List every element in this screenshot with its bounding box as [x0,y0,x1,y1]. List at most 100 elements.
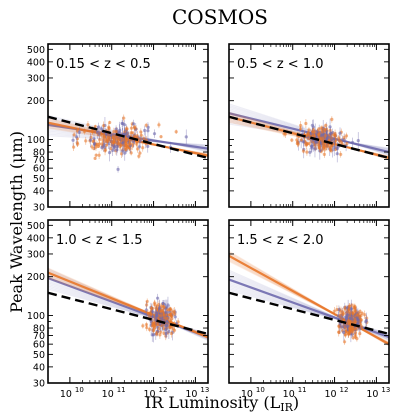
data-point [107,151,112,155]
panel-frame [228,43,390,208]
data-point [94,153,98,157]
data-point [146,144,150,148]
data-point [167,329,171,334]
data-point [359,318,363,322]
y-tick-label: 70 [33,155,45,166]
data-point [341,312,345,317]
x-tick-label: 10 [144,389,156,400]
orange-fit-bundle [48,267,208,340]
data-point [72,133,76,137]
data-point [71,138,75,142]
y-tick-label: 400 [27,233,45,244]
x-tick-exponent: 12 [340,386,349,394]
data-point [322,152,326,156]
data-point [100,145,104,150]
data-point [364,318,369,323]
data-point [350,140,355,145]
data-point [168,319,172,323]
data-point [97,125,101,129]
data-point [352,310,356,314]
data-point [97,153,101,157]
figure-title: COSMOS [172,5,268,29]
data-point [323,128,327,132]
data-point [150,333,154,337]
data-point [172,309,176,314]
data-point [97,142,102,146]
data-point [348,326,352,330]
data-point [337,324,341,328]
data-point [103,148,107,152]
panel-frame [228,219,390,384]
data-point [131,122,136,126]
data-point [353,335,358,339]
data-point [93,141,97,146]
x-tick-exponent: 11 [298,386,307,394]
data-point [145,299,149,304]
data-point [102,124,106,128]
data-point [328,125,332,129]
panel-plot-area [229,103,389,163]
data-point [164,310,168,314]
y-tick-label: 50 [33,350,45,361]
data-point [146,312,150,316]
y-tick-label: 30 [33,379,45,390]
x-tick-exponent: 10 [75,386,84,394]
data-point [141,146,145,150]
data-point [139,133,143,137]
data-point [329,149,333,153]
data-point [321,145,325,149]
data-point [342,135,346,140]
panel-2: 0.5 < z < 1.0 [228,43,390,208]
x-axis-label-main: IR Luminosity (L [145,393,281,412]
data-point [308,150,312,154]
data-point [92,146,96,151]
data-point [174,130,178,134]
data-point [346,324,350,328]
data-point [124,141,128,145]
data-point [323,134,328,138]
x-axis-label-sub: IR [280,401,293,414]
data-point [307,142,311,146]
data-point [153,303,157,307]
data-point [108,120,112,125]
y-tick-label: 30 [33,203,45,214]
data-point [313,140,318,144]
y-tick-label: 300 [27,73,45,84]
data-point [349,307,353,311]
panel-plot-area [48,114,208,173]
panel-label: 1.5 < z < 2.0 [237,233,324,248]
reference-line [48,291,208,336]
data-point [343,333,348,337]
data-point [344,134,349,138]
data-point [165,323,169,328]
data-point [166,303,170,307]
data-point [151,321,155,325]
data-point [358,332,362,336]
data-point [283,132,288,136]
y-tick-label: 400 [27,57,45,68]
data-point [115,145,119,149]
data-point [142,136,146,141]
data-point [90,129,94,134]
data-point [99,133,103,137]
data-point [99,127,104,131]
data-point [310,123,314,127]
data-point [299,138,304,142]
y-tick-label: 70 [33,331,45,342]
data-point [347,304,351,308]
data-point [88,138,93,142]
x-tick-exponent: 11 [117,386,126,394]
data-point [107,135,111,139]
data-point [163,316,167,320]
data-point [112,145,116,150]
x-tick-label: 10 [241,389,253,400]
data-point [115,135,120,139]
x-axis-label-close: ) [293,393,299,412]
data-point [356,139,360,143]
data-point [317,133,321,137]
data-point [290,138,294,142]
data-point [340,325,344,329]
panel-label: 0.5 < z < 1.0 [237,57,324,72]
